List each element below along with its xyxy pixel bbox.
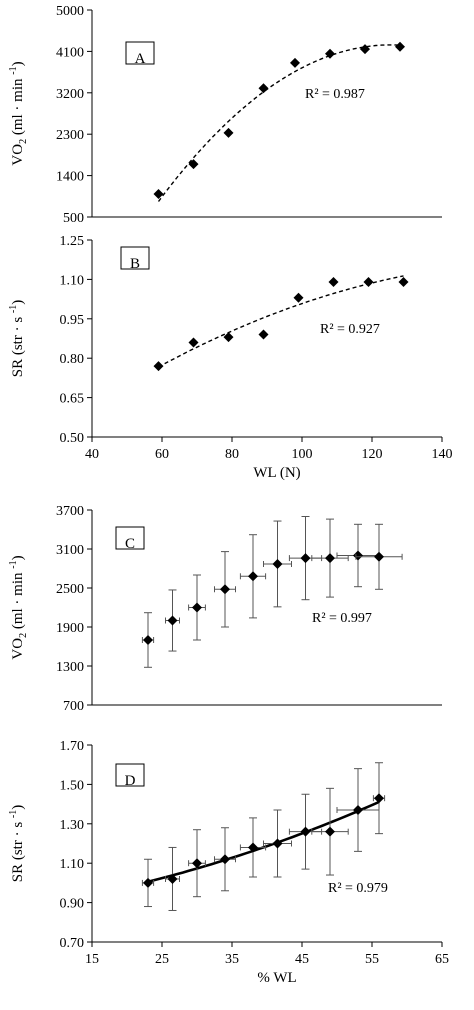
data-point	[220, 854, 230, 865]
data-point	[188, 159, 199, 170]
data-point	[248, 842, 258, 853]
chart-panel-b: 0.50 0.65 0.80 0.95 1.10 1.25 40 60 80 100 120 140 W…	[8, 234, 453, 481]
x-axis-label: WL (N)	[253, 465, 300, 481]
data-point	[353, 805, 363, 816]
data-point	[192, 858, 202, 869]
x-tick-label: 120	[362, 447, 383, 462]
x-tick-label: 25	[155, 952, 169, 967]
x-tick-label: 40	[85, 447, 99, 462]
data-point	[167, 615, 178, 626]
data-point	[192, 602, 202, 613]
y-axis-label: VO2 (ml · min -1)	[8, 555, 29, 659]
y-tick-label: 1300	[56, 660, 84, 675]
data-point	[374, 551, 384, 562]
r-squared-annotation: R² = 0.979	[328, 881, 388, 896]
y-tick-label: 1.10	[60, 857, 85, 872]
y-tick-label: 0.50	[60, 431, 85, 446]
data-point	[328, 277, 339, 288]
data-point	[153, 189, 164, 199]
y-tick-label: 0.70	[60, 936, 85, 951]
y-tick-label: 1.10	[60, 273, 85, 288]
x-tick-label: 15	[85, 952, 99, 967]
chart-panel-c: 700 1300 1900 2500 3100 3700 VO2 (ml · min -1)…	[8, 504, 442, 714]
x-tick-label: 140	[432, 447, 453, 462]
y-tick-label: 5000	[56, 4, 84, 19]
data-point	[300, 826, 311, 837]
data-point	[258, 83, 269, 94]
data-point	[223, 127, 234, 138]
panel-label: B	[130, 256, 140, 272]
y-tick-label: 1.25	[60, 234, 85, 249]
panel-label-box	[115, 526, 145, 550]
x-tick-label: 100	[292, 447, 313, 462]
y-tick-label: 1.30	[60, 818, 85, 833]
y-tick-label: 0.65	[60, 392, 85, 407]
data-point	[153, 361, 164, 372]
r-squared-annotation: R² = 0.997	[312, 611, 372, 626]
x-tick-label: 65	[435, 952, 449, 967]
y-axis-label: SR (str · s -1)	[8, 805, 26, 883]
x-tick-label: 80	[225, 447, 239, 462]
r-squared-annotation: R² = 0.927	[320, 322, 380, 337]
data-point	[272, 558, 283, 569]
data-point	[374, 793, 384, 804]
data-point	[293, 292, 304, 303]
y-tick-label: 700	[63, 699, 84, 714]
panel-label: C	[125, 536, 135, 552]
panel-label-box	[115, 763, 145, 787]
x-tick-label: 60	[155, 447, 169, 462]
y-tick-label: 1400	[56, 170, 84, 185]
data-point	[363, 277, 374, 288]
y-tick-label: 2500	[56, 582, 84, 597]
panel-label: A	[135, 51, 146, 67]
y-tick-label: 3200	[56, 87, 84, 102]
data-point	[258, 329, 269, 340]
panel-label-box	[120, 246, 150, 270]
y-tick-label: 0.80	[60, 352, 85, 367]
y-axis-label: VO2 (ml · min -1)	[8, 61, 29, 165]
y-tick-label: 1900	[56, 621, 84, 636]
panel-label: D	[125, 773, 136, 789]
y-tick-label: 500	[63, 211, 84, 226]
r-squared-annotation: R² = 0.987	[305, 87, 365, 102]
data-point	[325, 553, 335, 564]
y-tick-label: 1.50	[60, 778, 85, 793]
y-tick-label: 3100	[56, 543, 84, 558]
data-point	[220, 584, 230, 595]
x-tick-label: 35	[225, 952, 239, 967]
y-tick-label: 0.90	[60, 897, 85, 912]
data-point	[272, 838, 283, 849]
trendline	[158, 275, 404, 368]
data-point	[290, 57, 300, 68]
data-point	[188, 337, 199, 348]
data-point	[395, 41, 405, 52]
data-point	[143, 635, 153, 645]
data-point	[353, 550, 363, 561]
panel-label-box	[125, 41, 155, 65]
data-point	[325, 48, 335, 59]
y-tick-label: 0.95	[60, 313, 85, 328]
data-point	[300, 553, 311, 564]
y-tick-label: 3700	[56, 504, 84, 519]
data-point	[143, 877, 153, 888]
data-point	[325, 826, 335, 837]
x-tick-label: 45	[295, 952, 309, 967]
y-tick-label: 4100	[56, 45, 84, 60]
y-tick-label: 2300	[56, 128, 84, 143]
y-axis-label: SR (str · s -1)	[8, 300, 26, 378]
chart-panel-d: 0.70 0.90 1.10 1.30 1.50 1.70 15 25 35 45 55 65 % WL…	[8, 739, 449, 986]
data-point	[248, 571, 258, 582]
data-point	[223, 332, 234, 343]
x-tick-label: 55	[365, 952, 379, 967]
x-axis-label: % WL	[257, 970, 296, 986]
chart-panel-a: 500 1400 2300 3200 4100 5000 VO2 (ml · min -1)…	[8, 4, 442, 226]
y-tick-label: 1.70	[60, 739, 85, 754]
data-point	[398, 277, 409, 288]
data-point	[360, 44, 370, 55]
trendline	[157, 44, 401, 202]
data-point	[167, 873, 178, 884]
